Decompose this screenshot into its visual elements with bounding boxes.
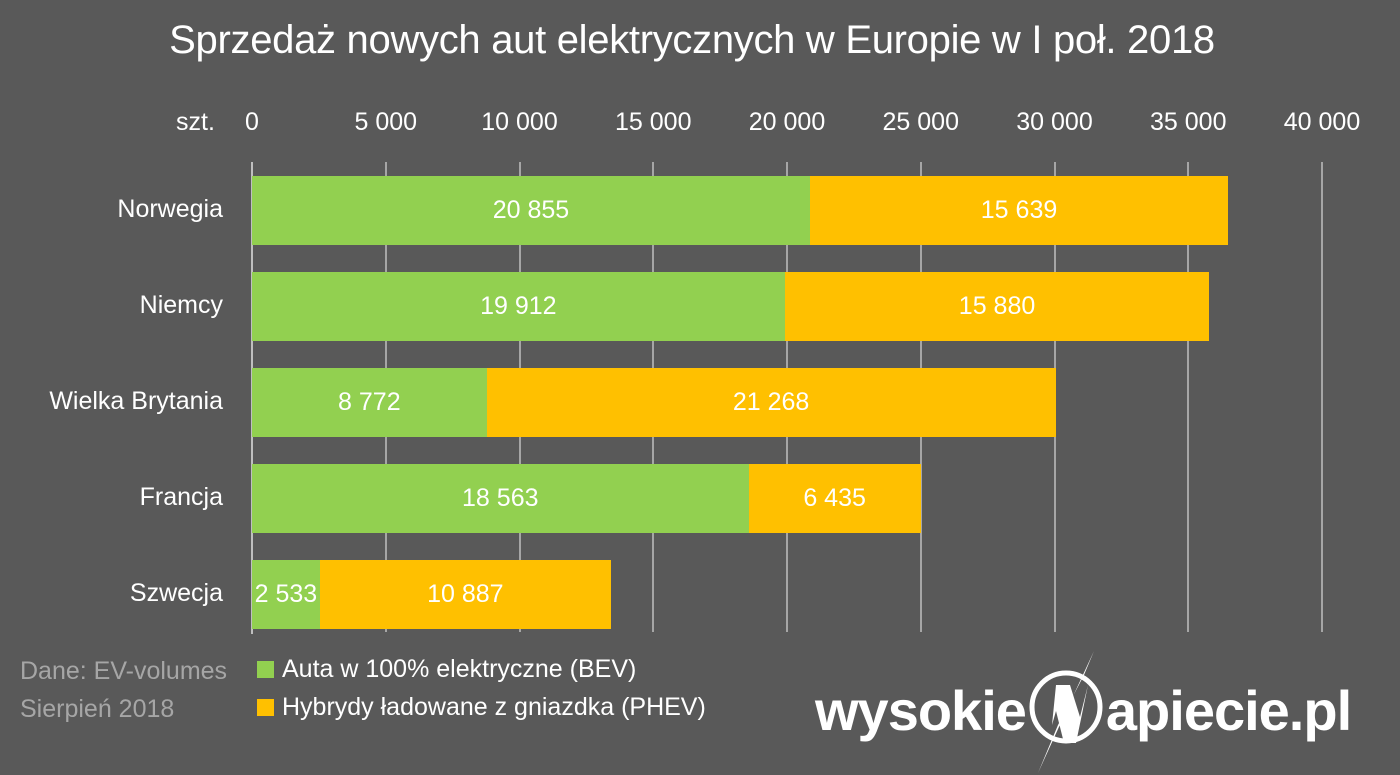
bar-segment-phev: 21 268: [486, 368, 1056, 437]
bar-segment-phev: 15 639: [809, 176, 1229, 245]
x-tick-label: 25 000: [882, 108, 959, 136]
legend-label-bev: Auta w 100% elektryczne (BEV): [282, 655, 637, 683]
category-label: Szwecja: [129, 579, 223, 607]
x-tick-label: 10 000: [481, 108, 558, 136]
legend-swatch-phev: [257, 699, 274, 716]
x-tick-label: 35 000: [1150, 108, 1227, 136]
x-tick-label: 30 000: [1016, 108, 1093, 136]
x-tick-label: 5 000: [354, 108, 418, 136]
logo-text-right: apiecie.pl: [1105, 678, 1352, 742]
bar-segment-phev: 6 435: [748, 464, 921, 533]
legend-label-phev: Hybrydy ładowane z gniazdka (PHEV): [282, 693, 706, 721]
date-label: Sierpień 2018: [20, 695, 175, 723]
x-tick-label: 0: [245, 108, 259, 136]
bar-segment-bev: 20 855: [252, 176, 810, 245]
chart-title: Sprzedaż nowych aut elektrycznych w Euro…: [169, 18, 1215, 62]
category-label: Francja: [139, 483, 223, 511]
x-tick-label: 20 000: [748, 108, 826, 136]
legend-swatch-bev: [257, 661, 274, 678]
gridline: [1321, 162, 1323, 632]
logo-text-left: wysokie: [815, 678, 1027, 742]
brand-logo: wysokie apiecie.pl: [815, 645, 1352, 775]
lightning-n-icon: [1029, 651, 1103, 773]
bar-segment-phev: 15 880: [784, 272, 1210, 341]
category-label: Wielka Brytania: [49, 387, 223, 415]
legend-item-phev: Hybrydy ładowane z gniazdka (PHEV): [257, 693, 706, 722]
bar-segment-bev: 2 533: [252, 560, 320, 629]
x-tick-label: 40 000: [1283, 108, 1361, 136]
legend-item-bev: Auta w 100% elektryczne (BEV): [257, 655, 636, 684]
x-tick-label: 15 000: [615, 108, 692, 136]
bar-segment-bev: 18 563: [252, 464, 749, 533]
category-label: Norwegia: [117, 195, 223, 223]
axis-unit-label: szt.: [176, 108, 215, 136]
bar-segment-bev: 19 912: [252, 272, 785, 341]
source-label: Dane: EV-volumes: [20, 657, 228, 685]
category-label: Niemcy: [139, 291, 223, 319]
gridline: [1187, 162, 1190, 632]
bar-segment-bev: 8 772: [252, 368, 487, 437]
bar-segment-phev: 10 887: [319, 560, 611, 629]
